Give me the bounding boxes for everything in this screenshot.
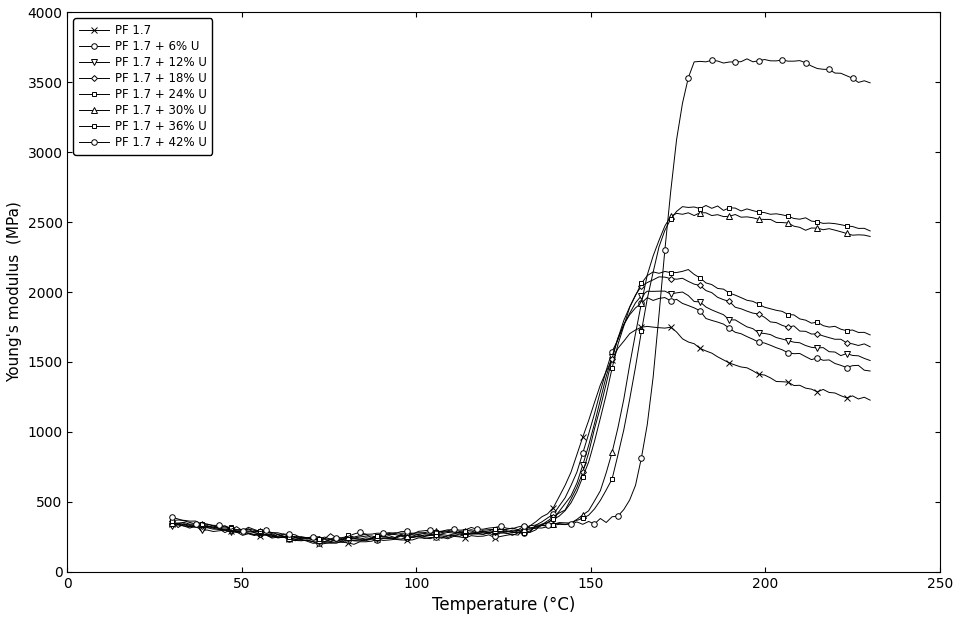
Y-axis label: Young's modulus  (MPa): Young's modulus (MPa) [7, 202, 22, 383]
PF 1.7 + 6% U [852, 361, 864, 369]
PF 1.7 + 18% U [660, 273, 671, 281]
PF 1.7 + 12% U [730, 316, 741, 324]
Legend: PF 1.7, PF 1.7 + 6% U, PF 1.7 + 12% U, PF 1.7 + 18% U, PF 1.7 + 24% U, PF 1.7 + : PF 1.7, PF 1.7 + 6% U, PF 1.7 + 12% U, P… [73, 19, 212, 155]
Line: PF 1.7 + 6% U: PF 1.7 + 6% U [169, 295, 873, 546]
PF 1.7 + 12% U [313, 538, 324, 546]
PF 1.7 + 6% U [319, 539, 330, 546]
Line: PF 1.7 + 30% U: PF 1.7 + 30% U [169, 210, 873, 543]
PF 1.7 + 36% U [324, 535, 336, 543]
PF 1.7 + 6% U [730, 329, 741, 336]
PF 1.7 + 12% U [852, 352, 864, 360]
PF 1.7 + 36% U [360, 530, 372, 538]
PF 1.7 + 12% U [360, 537, 372, 545]
PF 1.7 + 36% U [166, 517, 178, 524]
PF 1.7 + 42% U [741, 55, 753, 63]
Line: PF 1.7: PF 1.7 [169, 324, 873, 547]
PF 1.7 + 30% U [852, 231, 864, 238]
PF 1.7 + 6% U [307, 540, 319, 547]
PF 1.7 + 24% U [683, 266, 694, 273]
PF 1.7 [864, 396, 876, 404]
PF 1.7 + 42% U [560, 520, 571, 528]
PF 1.7 + 12% U [660, 288, 671, 295]
PF 1.7 + 6% U [660, 294, 671, 301]
PF 1.7 + 36% U [313, 535, 324, 543]
X-axis label: Temperature (°C): Temperature (°C) [432, 596, 575, 614]
PF 1.7 [313, 541, 324, 548]
PF 1.7 + 12% U [864, 357, 876, 365]
PF 1.7 + 18% U [852, 342, 864, 349]
PF 1.7 + 18% U [864, 343, 876, 350]
PF 1.7 + 42% U [313, 533, 324, 540]
PF 1.7 [730, 361, 741, 369]
PF 1.7 + 24% U [324, 538, 336, 545]
PF 1.7 + 18% U [560, 506, 571, 514]
Line: PF 1.7 + 12% U: PF 1.7 + 12% U [169, 288, 873, 545]
PF 1.7 + 12% U [560, 500, 571, 507]
PF 1.7 + 24% U [653, 270, 664, 277]
PF 1.7 + 30% U [560, 519, 571, 527]
PF 1.7 + 36% U [560, 521, 571, 528]
PF 1.7 + 6% U [166, 520, 178, 528]
PF 1.7 + 42% U [319, 535, 330, 543]
PF 1.7 + 18% U [313, 535, 324, 543]
PF 1.7 + 24% U [852, 329, 864, 336]
PF 1.7 + 24% U [360, 534, 372, 542]
PF 1.7 + 30% U [313, 536, 324, 543]
PF 1.7 + 42% U [864, 79, 876, 86]
PF 1.7 + 30% U [730, 211, 741, 218]
PF 1.7 + 18% U [360, 536, 372, 543]
PF 1.7 [319, 540, 330, 547]
PF 1.7 + 12% U [319, 538, 330, 545]
PF 1.7 [360, 538, 372, 545]
PF 1.7 + 12% U [166, 522, 178, 529]
PF 1.7 + 18% U [319, 538, 330, 545]
PF 1.7 + 24% U [864, 331, 876, 338]
PF 1.7 [852, 395, 864, 402]
PF 1.7 + 36% U [730, 204, 741, 212]
PF 1.7 + 30% U [653, 237, 664, 244]
PF 1.7 + 6% U [653, 295, 664, 302]
PF 1.7 + 6% U [560, 494, 571, 501]
PF 1.7 + 30% U [166, 519, 178, 527]
PF 1.7 + 36% U [852, 225, 864, 232]
PF 1.7 + 30% U [864, 233, 876, 240]
PF 1.7 [641, 323, 653, 330]
PF 1.7 + 30% U [360, 532, 372, 540]
PF 1.7 + 12% U [653, 288, 664, 295]
PF 1.7 [560, 481, 571, 489]
PF 1.7 + 42% U [653, 311, 664, 319]
Line: PF 1.7 + 36% U: PF 1.7 + 36% U [170, 204, 873, 542]
PF 1.7 + 24% U [730, 291, 741, 299]
PF 1.7 + 36% U [700, 202, 711, 209]
PF 1.7 + 24% U [560, 507, 571, 514]
PF 1.7 [166, 520, 178, 528]
PF 1.7 + 42% U [360, 530, 372, 538]
PF 1.7 + 24% U [166, 518, 178, 525]
PF 1.7 + 18% U [653, 273, 664, 281]
PF 1.7 + 6% U [864, 367, 876, 374]
PF 1.7 + 18% U [166, 518, 178, 525]
PF 1.7 + 24% U [313, 536, 324, 543]
PF 1.7 + 36% U [864, 227, 876, 235]
Line: PF 1.7 + 24% U: PF 1.7 + 24% U [170, 268, 873, 543]
PF 1.7 + 6% U [360, 536, 372, 543]
Line: PF 1.7 + 42% U: PF 1.7 + 42% U [169, 56, 873, 542]
PF 1.7 + 18% U [730, 304, 741, 311]
PF 1.7 + 42% U [724, 58, 735, 66]
PF 1.7 [660, 324, 671, 332]
PF 1.7 + 42% U [166, 514, 178, 521]
PF 1.7 + 30% U [694, 209, 706, 217]
PF 1.7 + 36% U [653, 243, 664, 251]
Line: PF 1.7 + 18% U: PF 1.7 + 18% U [170, 274, 873, 544]
PF 1.7 + 42% U [852, 79, 864, 86]
PF 1.7 + 30% U [337, 537, 348, 544]
